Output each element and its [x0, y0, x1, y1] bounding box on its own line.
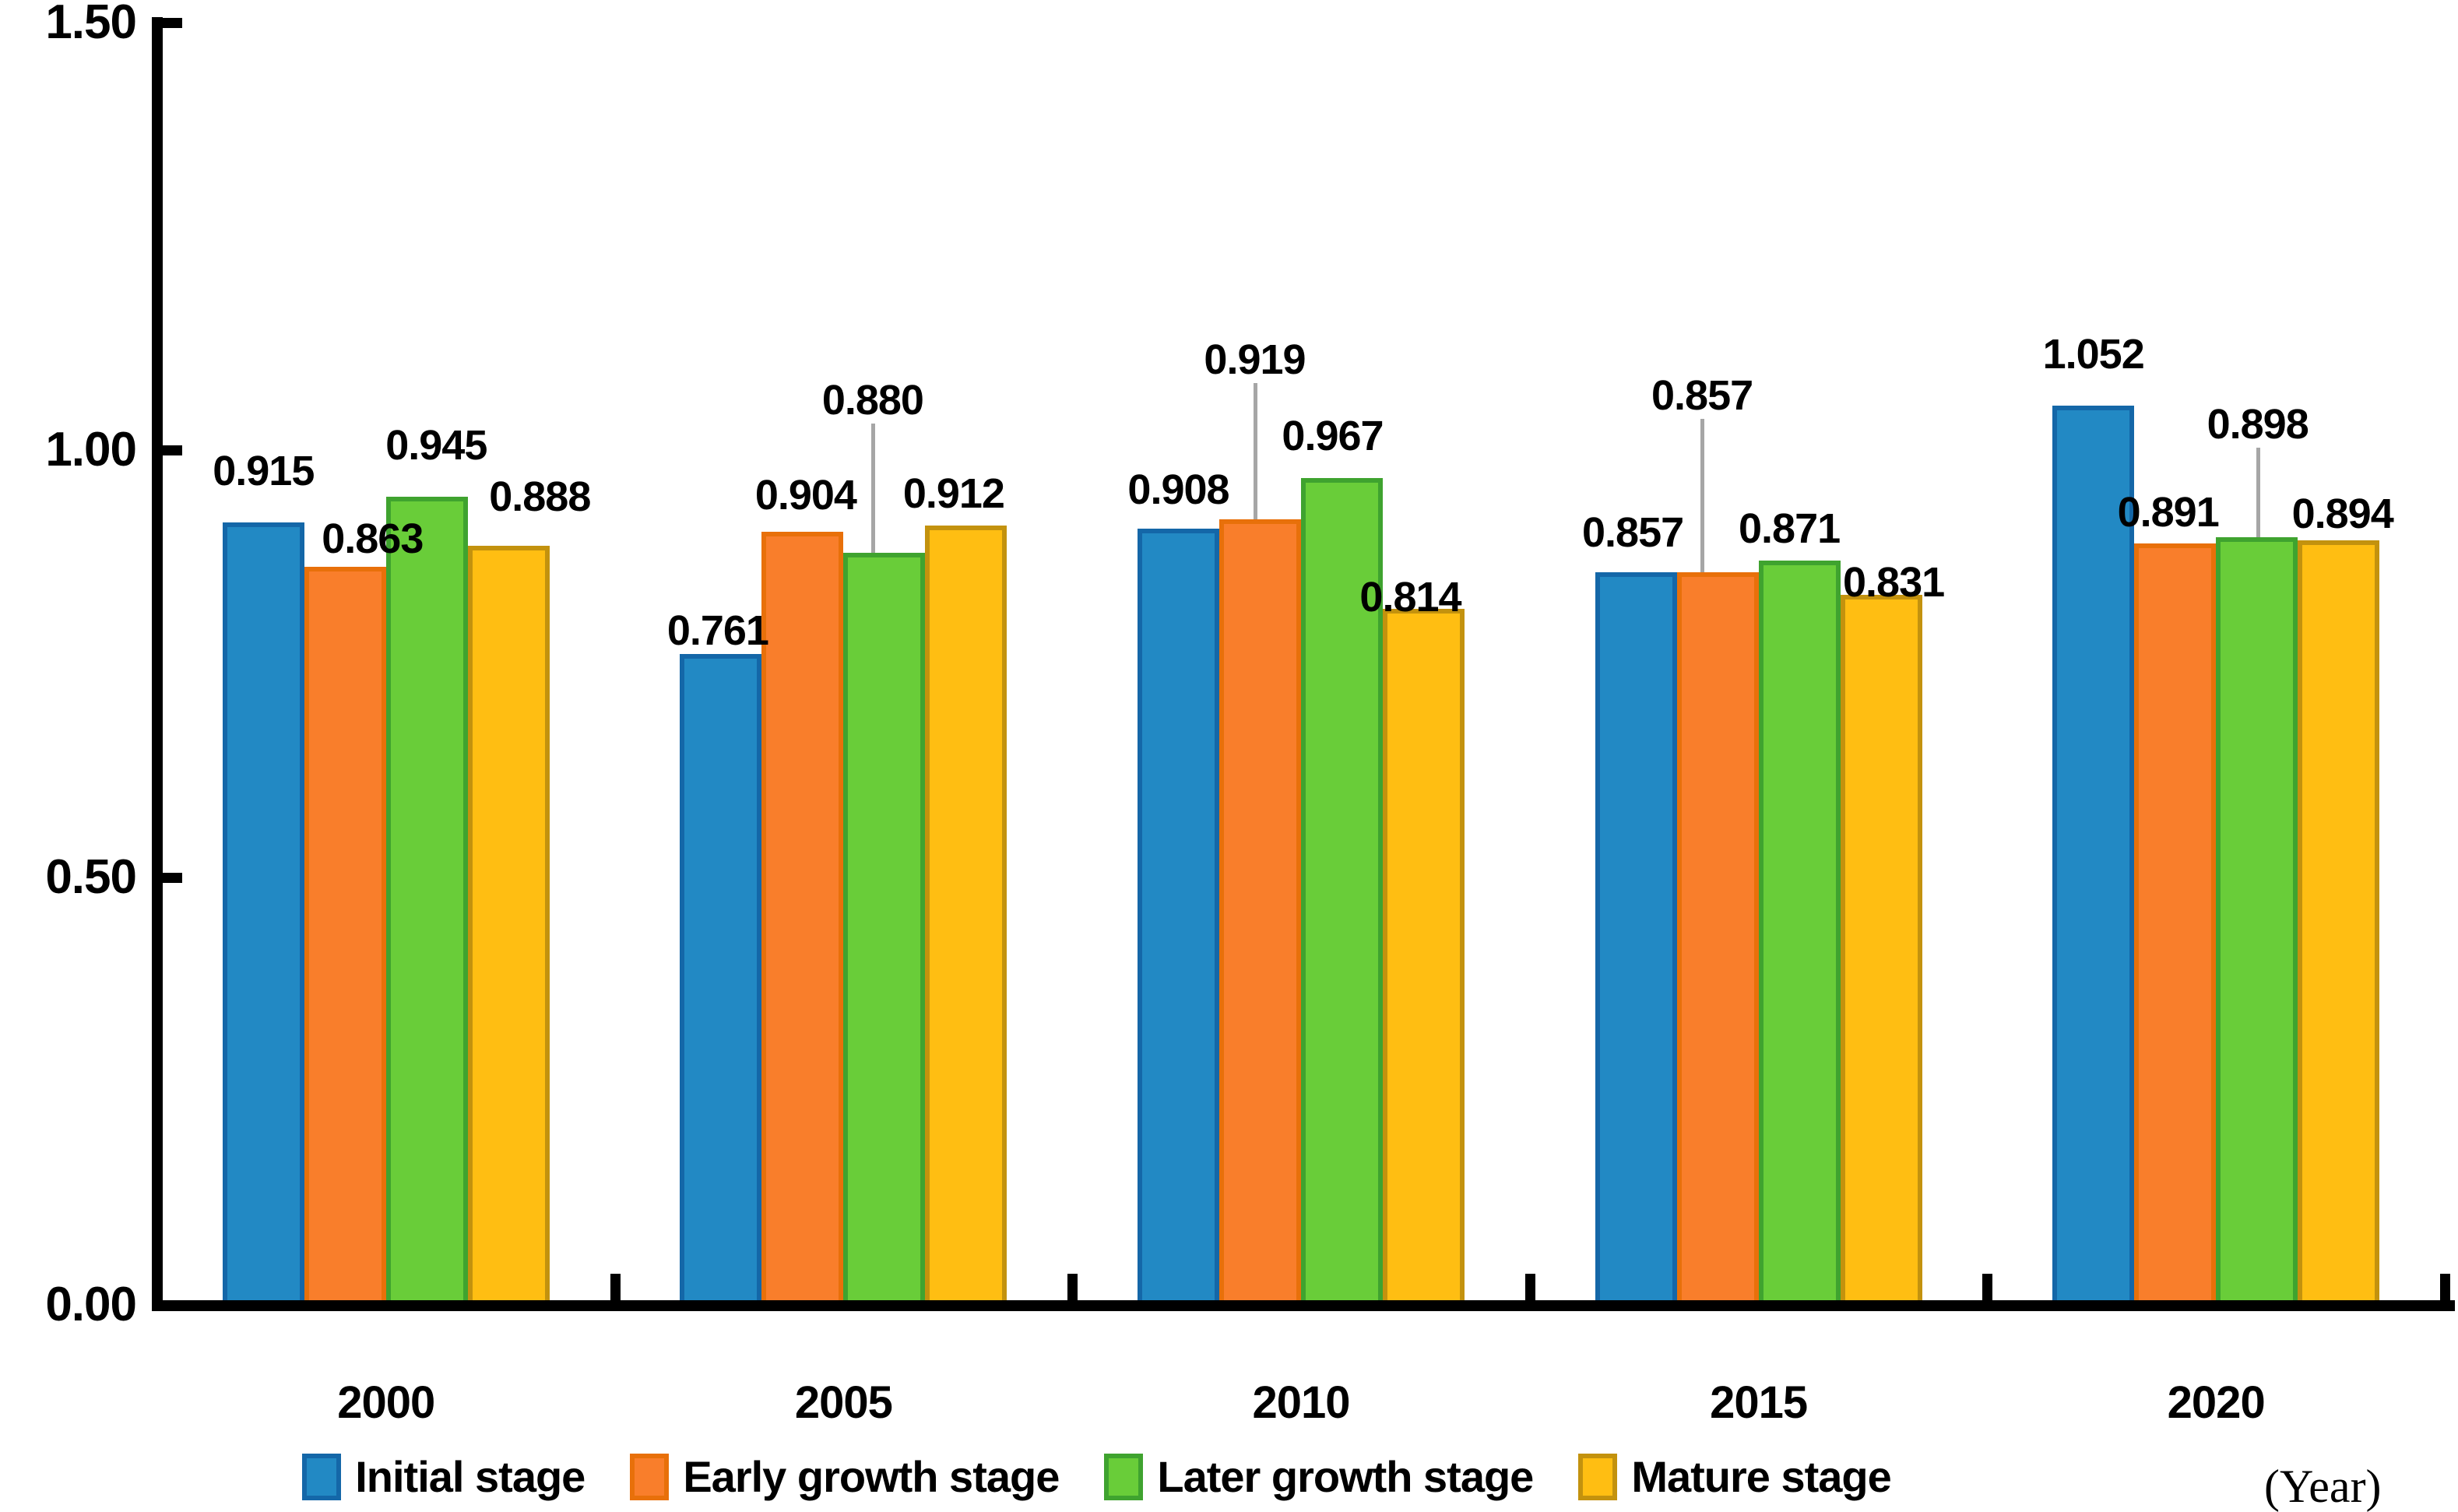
legend-marker-initial-stage — [302, 1454, 342, 1500]
data-label: 0.904 — [754, 472, 857, 519]
bar-initial-stage-2005 — [680, 654, 762, 1305]
y-axis-tick — [153, 873, 182, 883]
x-axis-label-2005: 2005 — [794, 1377, 893, 1428]
data-label: 0.891 — [2117, 488, 2220, 536]
legend-item-mature-stage: Mature stage — [1578, 1452, 1892, 1501]
bar-mature-stage-2000 — [467, 545, 550, 1305]
y-axis-tick-label: 0.50 — [45, 850, 137, 904]
x-axis-tick — [1524, 1274, 1535, 1300]
data-label: 0.967 — [1282, 413, 1384, 460]
x-axis-tick — [610, 1274, 621, 1300]
y-axis-tick-label: 1.50 — [45, 0, 137, 49]
bar-mature-stage-2010 — [1383, 609, 1465, 1305]
legend-label: Initial stage — [355, 1452, 585, 1501]
data-label: 0.857 — [1651, 372, 1753, 419]
x-axis-tick — [1067, 1274, 1078, 1300]
bar-mature-stage-2015 — [1840, 594, 1922, 1305]
data-label-leader-line — [2256, 447, 2260, 537]
y-axis-tick — [153, 445, 182, 455]
data-label-leader-line — [1700, 419, 1705, 572]
y-axis-tick-label: 1.00 — [45, 423, 137, 476]
legend-marker-mature-stage — [1578, 1454, 1618, 1500]
bar-later-growth-stage-2000 — [385, 497, 468, 1305]
legend-label: Mature stage — [1631, 1452, 1891, 1501]
x-axis-label-2020: 2020 — [2167, 1377, 2266, 1428]
data-label: 1.052 — [2042, 330, 2145, 378]
bar-initial-stage-2000 — [222, 522, 304, 1305]
bar-later-growth-stage-2020 — [2216, 536, 2298, 1305]
bar-initial-stage-2015 — [1595, 572, 1677, 1305]
bar-early-growth-stage-2020 — [2134, 543, 2217, 1305]
legend-marker-later-growth-stage — [1104, 1454, 1144, 1500]
y-axis-tick-label: 0.00 — [45, 1278, 137, 1331]
bar-later-growth-stage-2015 — [1758, 560, 1841, 1305]
bar-later-growth-stage-2010 — [1301, 478, 1383, 1305]
x-axis-label-2015: 2015 — [1710, 1377, 1808, 1428]
bar-initial-stage-2020 — [2052, 405, 2135, 1305]
y-axis-tick — [153, 18, 182, 28]
data-label: 0.908 — [1127, 466, 1229, 514]
y-axis-line — [152, 17, 163, 1310]
bar-later-growth-stage-2005 — [843, 552, 926, 1305]
data-label: 0.919 — [1204, 336, 1306, 383]
x-axis-label-2010: 2010 — [1252, 1377, 1350, 1428]
data-label: 0.912 — [902, 469, 1005, 517]
x-axis-label-2000: 2000 — [337, 1377, 435, 1428]
data-label: 0.871 — [1739, 505, 1841, 552]
bar-mature-stage-2020 — [2298, 540, 2380, 1305]
data-label: 0.915 — [213, 448, 315, 495]
x-axis-unit-label: (Year) — [2264, 1461, 2382, 1512]
x-axis-line — [152, 1300, 2455, 1311]
bar-early-growth-stage-2000 — [304, 567, 386, 1305]
legend-marker-early-growth-stage — [630, 1454, 670, 1500]
legend-label: Early growth stage — [683, 1452, 1060, 1501]
x-axis-tick — [2440, 1274, 2450, 1300]
legend-item-initial-stage: Initial stage — [302, 1454, 585, 1500]
bar-early-growth-stage-2015 — [1676, 572, 1759, 1305]
bar-early-growth-stage-2010 — [1219, 519, 1301, 1305]
bar-initial-stage-2010 — [1138, 529, 1219, 1305]
data-label: 0.761 — [666, 607, 769, 655]
data-label: 0.814 — [1359, 574, 1461, 621]
bar-mature-stage-2005 — [925, 525, 1007, 1305]
bar-early-growth-stage-2005 — [761, 532, 844, 1305]
data-label: 0.894 — [2291, 491, 2394, 538]
legend-label: Later growth stage — [1157, 1452, 1534, 1501]
legend-item-early-growth-stage: Early growth stage — [630, 1452, 1060, 1501]
data-label: 0.863 — [322, 515, 424, 563]
data-label: 0.857 — [1582, 509, 1684, 556]
data-label: 0.945 — [385, 422, 487, 469]
legend-item-later-growth-stage: Later growth stage — [1104, 1452, 1534, 1501]
data-label: 0.888 — [489, 473, 591, 520]
legend: Initial stage Early growth stage Later gro… — [0, 1450, 2193, 1504]
data-label: 0.831 — [1843, 558, 1945, 606]
x-axis-tick — [1982, 1274, 1993, 1300]
data-label: 0.898 — [2207, 400, 2309, 448]
data-label-leader-line — [1253, 382, 1257, 519]
data-label-leader-line — [870, 423, 875, 553]
data-label: 0.880 — [821, 376, 924, 424]
